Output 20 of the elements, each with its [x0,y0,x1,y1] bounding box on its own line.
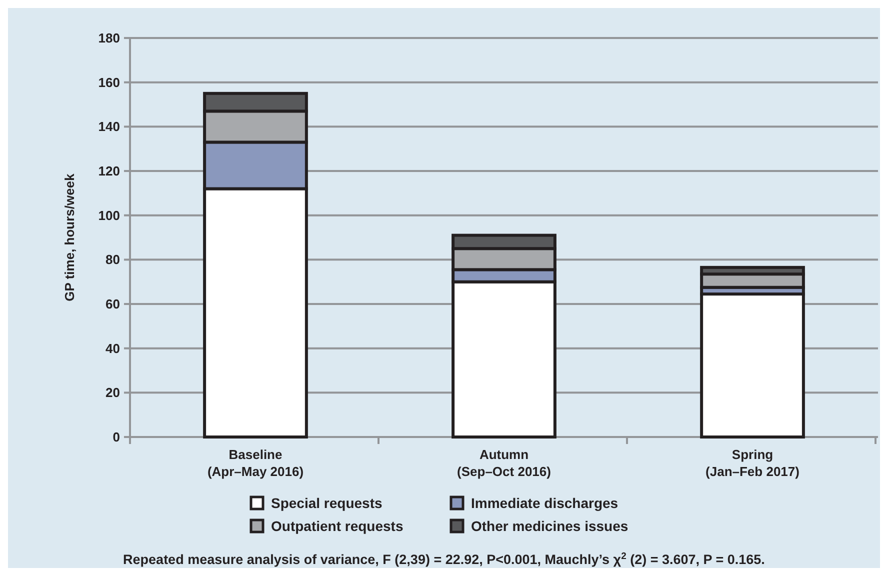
y-tick-label: 40 [106,340,120,356]
legend-label: Other medicines issues [471,518,628,534]
y-tick-label: 120 [98,164,120,179]
y-tick-label: 80 [106,252,120,268]
bar [700,292,805,438]
x-tick-label: Spring (Jan–Feb 2017) [706,447,800,479]
y-axis-title: GP time, hours/week [62,172,77,302]
x-tick-label: Autumn (Sep–Oct 2016) [457,447,551,479]
legend-label: Immediate discharges [471,494,618,511]
y-tick-label: 0 [112,430,120,445]
x-tick-label: Baseline (Apr–May 2016) [207,447,304,479]
legend-label: Outpatient requests [271,518,404,534]
text: Repeated measure analysis of variance, F (2,39) = 22.92, P<0.001, Mauchly’s χ$^{2}$ (2) = 3.607, P = 0.165. [123,550,765,567]
legend-label: Special requests [271,494,382,511]
y-tick-label: 20 [106,385,120,400]
y-tick-label: 160 [98,74,120,90]
y-tick-label: 100 [98,208,120,223]
y-tick-label: 60 [106,296,120,312]
y-tick-label: 180 [98,30,120,46]
y-tick-label: 140 [98,119,120,134]
